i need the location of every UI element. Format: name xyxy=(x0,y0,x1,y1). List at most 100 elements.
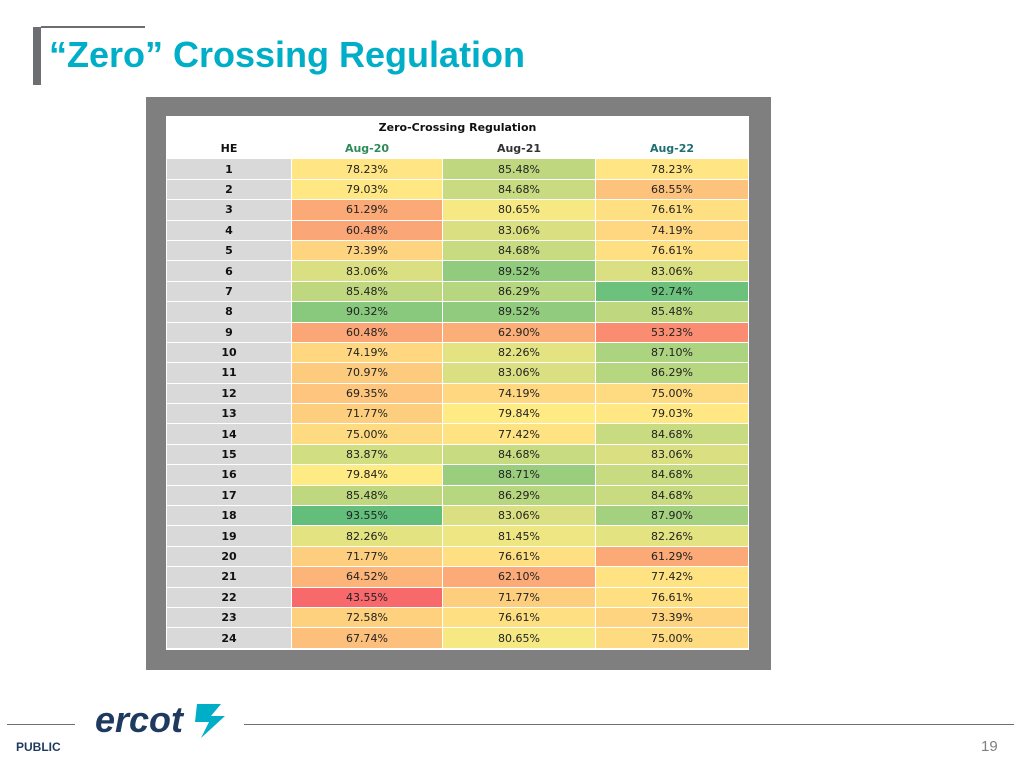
value-cell: 86.29% xyxy=(442,280,596,303)
value-cell: 69.35% xyxy=(291,382,443,405)
value-cell: 83.87% xyxy=(291,443,443,466)
table-row: 8 90.32% 89.52% 85.48% xyxy=(166,301,749,323)
value-cell: 78.23% xyxy=(291,158,443,180)
value-cell: 81.45% xyxy=(442,525,596,547)
value-cell: 68.55% xyxy=(595,178,749,201)
value-cell: 60.48% xyxy=(291,219,443,241)
he-cell: 9 xyxy=(166,321,292,343)
value-cell: 88.71% xyxy=(442,464,596,486)
value-cell: 70.97% xyxy=(291,362,443,384)
value-cell: 87.90% xyxy=(595,505,749,527)
he-cell: 4 xyxy=(166,219,292,241)
he-cell: 7 xyxy=(166,280,292,303)
he-cell: 16 xyxy=(166,464,292,486)
value-cell: 86.29% xyxy=(595,362,749,384)
value-cell: 75.00% xyxy=(291,423,443,445)
table-row: 13 71.77% 79.84% 79.03% xyxy=(166,403,749,425)
value-cell: 78.23% xyxy=(595,158,749,180)
he-cell: 8 xyxy=(166,301,292,323)
value-cell: 93.55% xyxy=(291,505,443,527)
table-row: 15 83.87% 84.68% 83.06% xyxy=(166,443,749,466)
slide-title: “Zero” Crossing Regulation xyxy=(49,34,526,75)
value-cell: 80.65% xyxy=(442,627,596,649)
title-accent-line xyxy=(41,26,145,28)
he-cell: 24 xyxy=(166,627,292,649)
footer-divider-left xyxy=(7,724,75,725)
value-cell: 83.06% xyxy=(595,443,749,466)
he-cell: 17 xyxy=(166,484,292,507)
value-cell: 61.29% xyxy=(291,199,443,221)
value-cell: 86.29% xyxy=(442,484,596,507)
value-cell: 74.19% xyxy=(595,219,749,241)
value-cell: 85.48% xyxy=(595,301,749,323)
title-accent-bar xyxy=(33,27,41,85)
value-cell: 76.61% xyxy=(442,606,596,629)
he-cell: 14 xyxy=(166,423,292,445)
table-row: 2 79.03% 84.68% 68.55% xyxy=(166,178,749,201)
he-cell: 22 xyxy=(166,586,292,608)
table-header-row: HE Aug-20 Aug-21 Aug-22 xyxy=(166,137,749,160)
table-row: 19 82.26% 81.45% 82.26% xyxy=(166,525,749,547)
value-cell: 85.48% xyxy=(442,158,596,180)
table-row: 17 85.48% 86.29% 84.68% xyxy=(166,484,749,507)
value-cell: 76.61% xyxy=(595,239,749,262)
he-cell: 3 xyxy=(166,199,292,221)
value-cell: 61.29% xyxy=(595,545,749,568)
he-cell: 20 xyxy=(166,545,292,568)
table-row: 7 85.48% 86.29% 92.74% xyxy=(166,280,749,303)
value-cell: 77.42% xyxy=(442,423,596,445)
he-cell: 15 xyxy=(166,443,292,466)
regulation-table: HE Aug-20 Aug-21 Aug-22 1 78.23% 85.48% 78.… xyxy=(166,137,749,649)
value-cell: 84.68% xyxy=(595,464,749,486)
value-cell: 84.68% xyxy=(595,484,749,507)
table-row: 9 60.48% 62.90% 53.23% xyxy=(166,321,749,343)
he-cell: 23 xyxy=(166,606,292,629)
value-cell: 92.74% xyxy=(595,280,749,303)
value-cell: 83.06% xyxy=(291,260,443,282)
table-row: 14 75.00% 77.42% 84.68% xyxy=(166,423,749,445)
table-row: 5 73.39% 84.68% 76.61% xyxy=(166,239,749,262)
value-cell: 90.32% xyxy=(291,301,443,323)
value-cell: 64.52% xyxy=(291,566,443,588)
value-cell: 79.03% xyxy=(291,178,443,201)
value-cell: 75.00% xyxy=(595,382,749,405)
value-cell: 79.84% xyxy=(442,403,596,425)
value-cell: 80.65% xyxy=(442,199,596,221)
value-cell: 84.68% xyxy=(595,423,749,445)
value-cell: 84.68% xyxy=(442,178,596,201)
value-cell: 71.77% xyxy=(442,586,596,608)
value-cell: 84.68% xyxy=(442,239,596,262)
he-cell: 11 xyxy=(166,362,292,384)
table-row: 4 60.48% 83.06% 74.19% xyxy=(166,219,749,241)
value-cell: 76.61% xyxy=(442,545,596,568)
he-cell: 12 xyxy=(166,382,292,405)
he-cell: 6 xyxy=(166,260,292,282)
value-cell: 73.39% xyxy=(291,239,443,262)
page-number: 19 xyxy=(981,738,998,755)
he-cell: 21 xyxy=(166,566,292,588)
table-row: 3 61.29% 80.65% 76.61% xyxy=(166,199,749,221)
value-cell: 72.58% xyxy=(291,606,443,629)
value-cell: 74.19% xyxy=(291,341,443,364)
table-row: 10 74.19% 82.26% 87.10% xyxy=(166,341,749,364)
value-cell: 79.84% xyxy=(291,464,443,486)
he-cell: 13 xyxy=(166,403,292,425)
value-cell: 83.06% xyxy=(442,362,596,384)
table-row: 20 71.77% 76.61% 61.29% xyxy=(166,545,749,568)
table-row: 6 83.06% 89.52% 83.06% xyxy=(166,260,749,282)
value-cell: 76.61% xyxy=(595,586,749,608)
value-cell: 71.77% xyxy=(291,545,443,568)
value-cell: 76.61% xyxy=(595,199,749,221)
he-cell: 5 xyxy=(166,239,292,262)
table-row: 23 72.58% 76.61% 73.39% xyxy=(166,606,749,629)
value-cell: 82.26% xyxy=(595,525,749,547)
table-title: Zero-Crossing Regulation xyxy=(378,121,537,134)
value-cell: 82.26% xyxy=(291,525,443,547)
table-row: 21 64.52% 62.10% 77.42% xyxy=(166,566,749,588)
value-cell: 89.52% xyxy=(442,260,596,282)
value-cell: 83.06% xyxy=(595,260,749,282)
value-cell: 75.00% xyxy=(595,627,749,649)
he-cell: 18 xyxy=(166,505,292,527)
value-cell: 53.23% xyxy=(595,321,749,343)
value-cell: 85.48% xyxy=(291,280,443,303)
